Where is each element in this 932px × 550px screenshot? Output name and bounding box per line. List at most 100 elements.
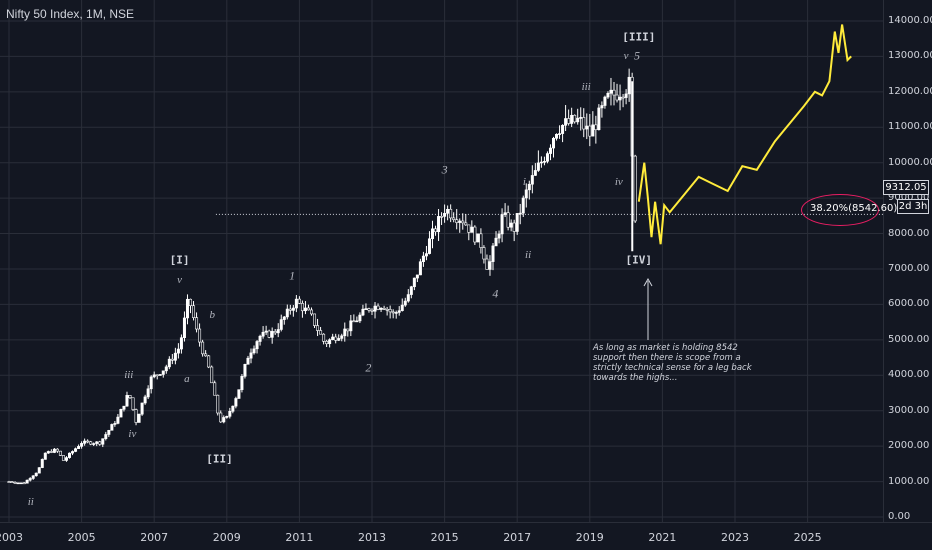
candle-body <box>536 162 540 171</box>
candle-body <box>167 358 171 368</box>
wave-label: v <box>623 50 629 63</box>
candle-body <box>231 405 235 412</box>
candle-body <box>558 133 562 135</box>
candle-body <box>137 413 141 423</box>
price-axis-tick: 14000.00 <box>888 14 932 26</box>
wave-label: [II] <box>206 452 233 466</box>
candle-body <box>58 450 62 456</box>
candle-body <box>446 208 450 214</box>
candle-body <box>61 455 65 461</box>
candle-body <box>46 451 50 454</box>
candle-body <box>19 482 23 485</box>
candle-body <box>195 317 199 330</box>
candle-body <box>170 358 174 361</box>
candle-body <box>494 237 498 247</box>
candle-body <box>267 330 271 338</box>
candle-body <box>122 405 126 410</box>
fib-highlight-ellipse <box>801 194 879 226</box>
wave-label: iii <box>581 80 591 93</box>
candle-body <box>548 147 552 154</box>
price-axis-tick: 6000.00 <box>888 298 930 310</box>
wave-label: 1 <box>289 268 296 283</box>
candle-body <box>434 228 438 233</box>
candle-body <box>182 317 186 338</box>
candle-body <box>294 298 298 309</box>
candle-body <box>403 300 407 306</box>
time-axis-tick: 2025 <box>793 531 822 544</box>
candle-body <box>164 366 168 372</box>
candle-body <box>64 457 68 461</box>
candle-body <box>107 430 111 435</box>
candle-body <box>306 307 310 311</box>
wave-label: i <box>522 176 526 189</box>
candle-body <box>309 309 313 315</box>
candle-body <box>328 339 332 345</box>
wave-label: [IV] <box>625 253 653 267</box>
wave-label: 4 <box>492 286 499 301</box>
candle-body <box>273 331 277 334</box>
candle-body <box>600 105 604 109</box>
candle-body <box>564 118 568 126</box>
candle-body <box>92 443 96 445</box>
time-axis-tick: 2009 <box>212 531 241 544</box>
candle-body <box>71 451 75 454</box>
candle-body <box>449 208 453 219</box>
candle-body <box>55 448 59 452</box>
price-axis-tick: 13000.00 <box>888 50 932 62</box>
candle-body <box>427 238 431 254</box>
wave-label: ii <box>525 248 532 261</box>
candle-body <box>443 213 447 217</box>
time-axis-tick: 2021 <box>648 531 677 544</box>
candle-body <box>143 396 147 404</box>
candle-body <box>110 424 114 431</box>
candle-body <box>101 438 105 445</box>
candle-body <box>412 277 416 288</box>
price-axis-tick: 2000.00 <box>888 440 930 452</box>
candle-body <box>276 329 280 334</box>
candle-body <box>104 434 108 439</box>
candle-body <box>198 328 202 343</box>
candle-body <box>258 335 262 342</box>
candle-body <box>551 137 555 149</box>
candle-body <box>591 124 595 137</box>
wave-label: [III] <box>622 30 656 44</box>
candle-body <box>219 412 223 423</box>
candle-body <box>382 307 386 310</box>
candle-body <box>116 416 120 424</box>
candle-body <box>291 307 295 311</box>
price-axis-tick: 4000.00 <box>888 369 930 381</box>
candle-body <box>464 222 468 226</box>
candle-body <box>485 258 489 270</box>
candle-body <box>246 357 250 365</box>
candle-body <box>388 309 392 313</box>
candle-body <box>243 364 247 377</box>
candle-body <box>555 133 559 139</box>
candle-body <box>470 226 474 233</box>
time-axis-tick: 2007 <box>140 531 169 544</box>
candle-body <box>355 320 359 323</box>
candle-body <box>512 222 516 232</box>
gridlines <box>0 0 883 522</box>
candle-body <box>424 253 428 257</box>
candle-body <box>86 440 90 443</box>
price-axis-border <box>883 0 884 522</box>
candle-body <box>421 255 425 263</box>
candle-body <box>476 233 480 243</box>
candle-body <box>319 330 323 335</box>
time-axis-tick: 2015 <box>430 531 459 544</box>
candle-body <box>140 402 144 415</box>
candle-body <box>158 374 162 376</box>
candle-body <box>282 316 286 320</box>
candle-body <box>594 124 598 131</box>
candle-body <box>225 416 229 418</box>
candle-body <box>376 305 380 310</box>
candle-body <box>545 153 549 162</box>
candle-body <box>561 125 565 134</box>
candle-body <box>134 409 138 423</box>
price-axis-tick: 0.00 <box>888 511 911 522</box>
price-axis-tick: 12000.00 <box>888 85 932 97</box>
time-axis-tick: 2005 <box>67 531 96 544</box>
wave-label: 2 <box>365 360 372 375</box>
candle-body <box>240 376 244 390</box>
